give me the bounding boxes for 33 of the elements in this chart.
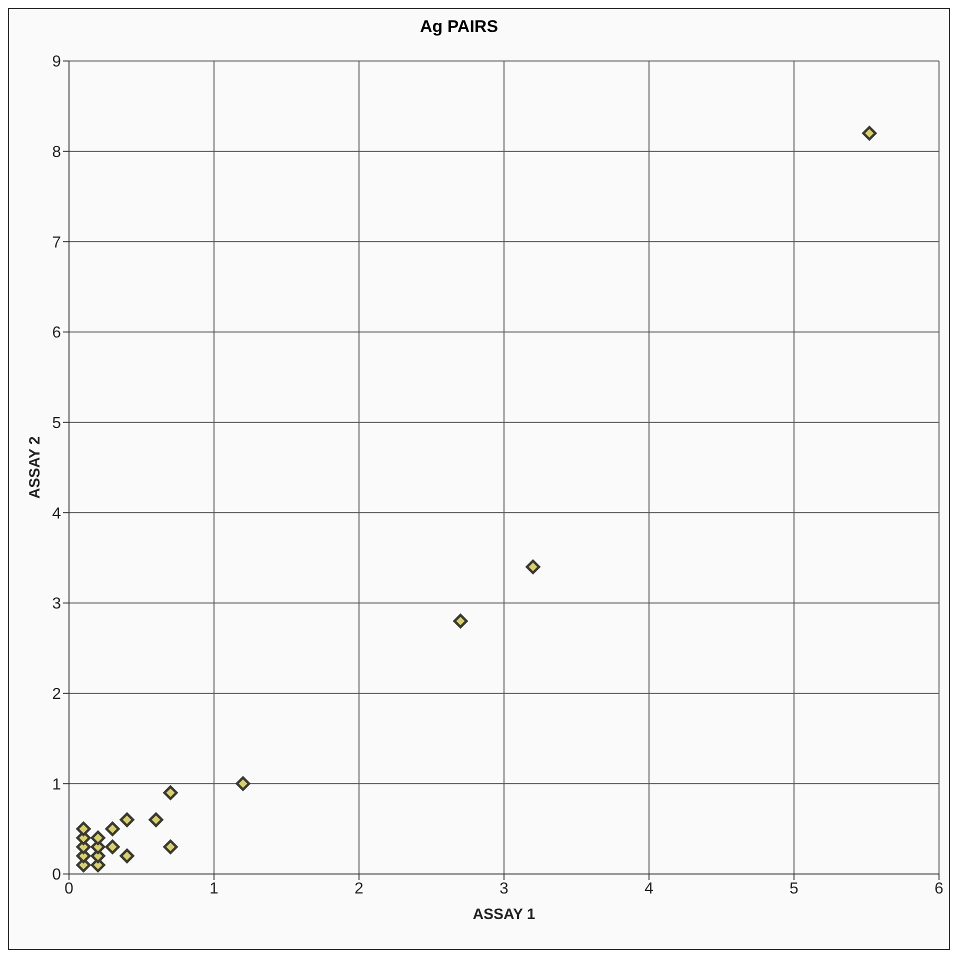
point — [105, 822, 120, 836]
y-tick-label: 1 — [52, 776, 62, 794]
point — [105, 840, 120, 854]
y-tick-label: 6 — [52, 324, 62, 342]
point — [148, 812, 164, 828]
point — [236, 776, 250, 791]
x-tick-label: 2 — [354, 880, 364, 898]
x-tick-label: 0 — [64, 880, 74, 898]
x-tick-label: 1 — [210, 880, 219, 898]
x-tick-label: 6 — [934, 880, 944, 898]
y-tick-label: 9 — [52, 54, 62, 71]
point — [453, 614, 468, 628]
x-tick-label: 3 — [500, 880, 509, 898]
point — [90, 830, 106, 846]
y-axis-title: ASSAY 2 — [26, 436, 44, 499]
x-tick-label: 5 — [790, 880, 799, 898]
y-tick-label: 2 — [52, 686, 62, 704]
y-tick-label: 7 — [52, 234, 62, 252]
y-tick-label: 0 — [52, 866, 62, 884]
x-tick-label: 4 — [644, 880, 654, 898]
point — [163, 785, 178, 800]
y-tick-label: 5 — [52, 415, 62, 432]
y-tick-label: 4 — [52, 505, 62, 522]
point — [862, 126, 877, 141]
y-tick-label: 3 — [52, 596, 62, 613]
point — [76, 822, 91, 836]
point — [120, 812, 134, 828]
y-tick-label: 8 — [52, 144, 62, 162]
x-axis-title: ASSAY 1 — [472, 906, 536, 923]
point — [120, 848, 134, 864]
point — [526, 560, 540, 574]
point — [163, 840, 178, 854]
chart-title: Ag PAIRS — [418, 17, 500, 37]
